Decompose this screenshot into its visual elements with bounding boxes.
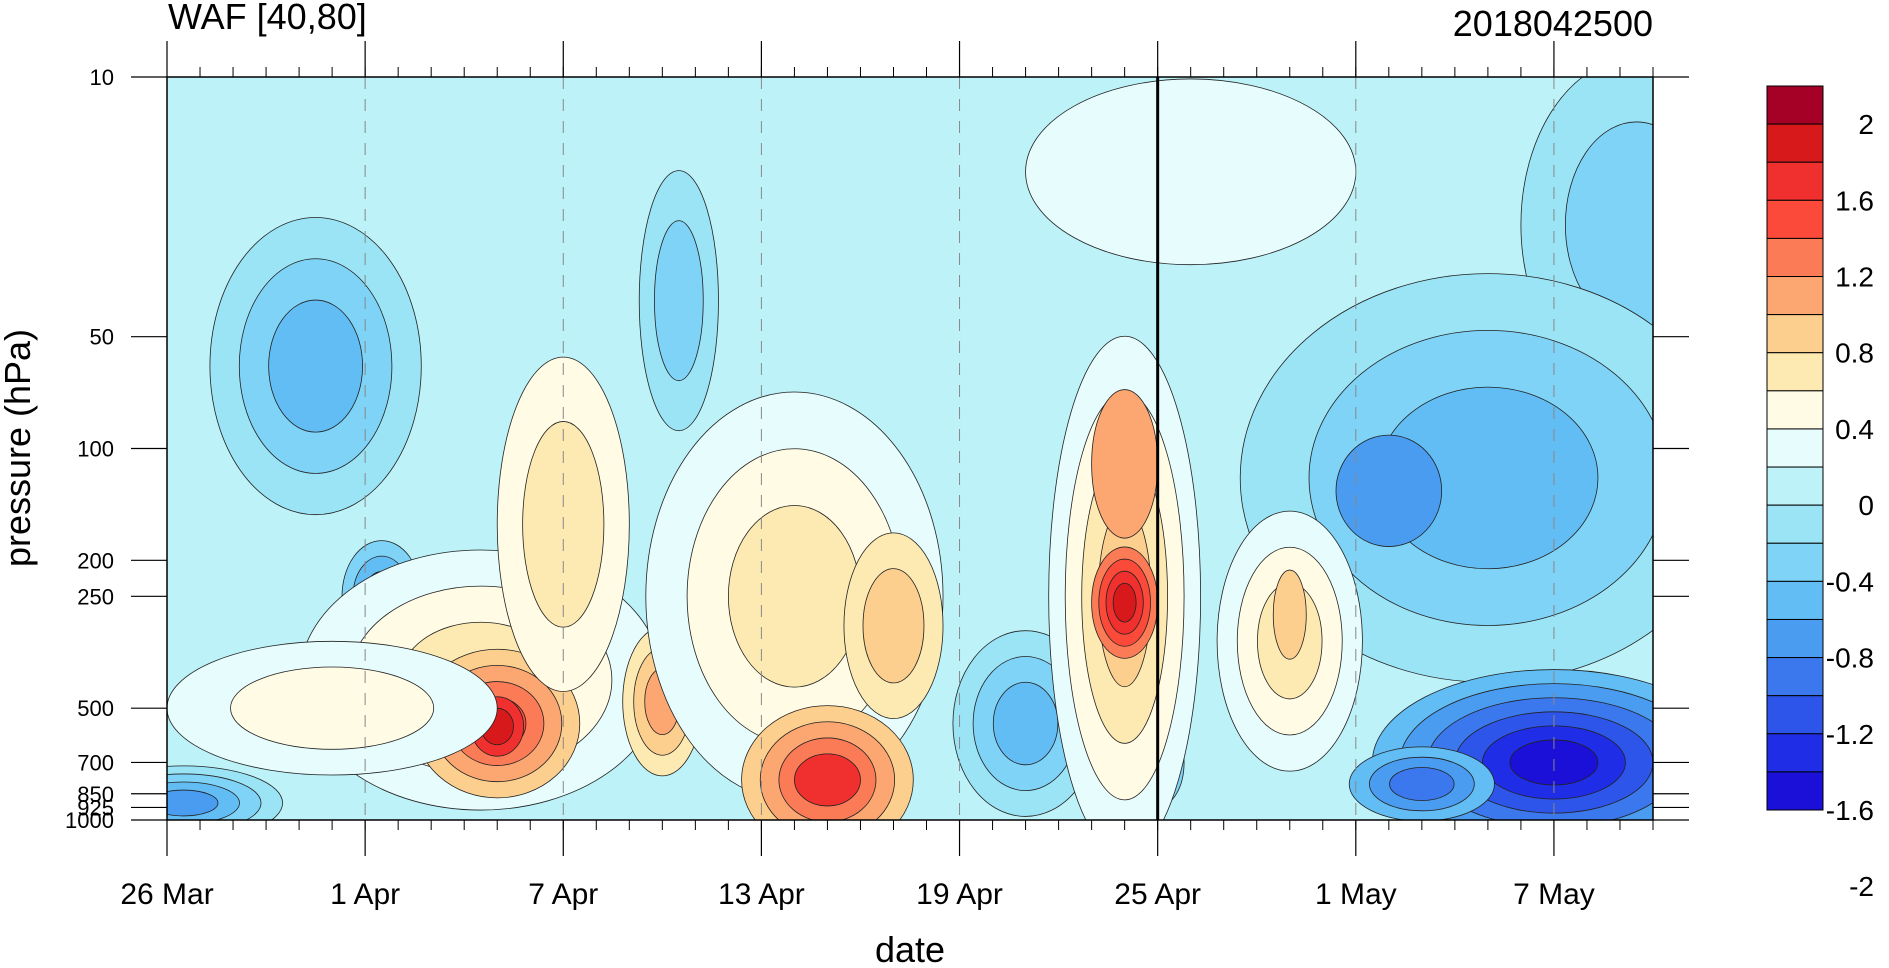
- chart-right-title: 2018042500: [1453, 3, 1653, 44]
- contour-band: [167, 789, 219, 817]
- colorbar-swatch: [1766, 618, 1824, 659]
- x-tick-label: 13 Apr: [718, 878, 805, 911]
- contour-band: [727, 505, 861, 688]
- contour-band: [1272, 569, 1307, 660]
- contour-band: [268, 299, 363, 433]
- y-tick-label: 100: [77, 437, 114, 462]
- colorbar-swatch: [1766, 771, 1824, 811]
- colorbar-swatch: [1766, 161, 1824, 201]
- colorbar-label: 0.4: [1835, 414, 1874, 445]
- y-tick-label: 1000: [65, 808, 114, 833]
- y-axis-label: pressure (hPa): [0, 329, 38, 567]
- colorbar-label: 0: [1858, 490, 1874, 521]
- colorbar-label: -1.6: [1826, 795, 1874, 826]
- colorbar-label: -1.2: [1826, 719, 1874, 750]
- colorbar-swatch: [1766, 580, 1824, 620]
- contour-band: [1025, 78, 1357, 266]
- grid-lines: [364, 77, 1555, 820]
- x-axis: 26 Mar 1 Apr 7 Apr 13 Apr 19 Apr 25 Apr 1 May 7…: [120, 41, 1654, 911]
- y-tick-label: 50: [90, 325, 114, 350]
- contour-band: [1335, 434, 1443, 547]
- x-tick-label: 1 May: [1315, 878, 1397, 911]
- y-tick-label: 200: [77, 548, 114, 573]
- colorbar-swatch: [1766, 314, 1824, 354]
- colorbar-label: -0.8: [1826, 643, 1874, 674]
- colorbar-label: -0.4: [1826, 566, 1874, 597]
- colorbar-swatch: [1766, 199, 1824, 239]
- y-tick-label: 250: [77, 584, 114, 609]
- contour-band: [1112, 582, 1137, 623]
- contour-band: [862, 568, 925, 684]
- colorbar-swatch: [1766, 276, 1824, 316]
- y-tick-label: 700: [77, 750, 114, 775]
- colorbar-swatch: [1766, 85, 1824, 125]
- colorbar-swatch: [1766, 428, 1824, 468]
- colorbar-swatch: [1766, 237, 1824, 278]
- x-tick-label: 1 Apr: [330, 878, 400, 911]
- contour-band: [1389, 767, 1455, 801]
- colorbar-swatch: [1766, 542, 1824, 582]
- y-tick-label: 925: [77, 795, 114, 820]
- colorbar-swatch: [1766, 657, 1824, 697]
- colorbar-swatch: [1766, 390, 1824, 430]
- colorbar-label: -2: [1849, 871, 1874, 902]
- contour-band: [794, 753, 861, 807]
- x-tick-label: 25 Apr: [1114, 878, 1201, 911]
- colorbar-label: 2: [1858, 109, 1874, 140]
- x-tick-label: 7 Apr: [528, 878, 598, 911]
- x-tick-label: 19 Apr: [916, 878, 1003, 911]
- contour-band: [1091, 389, 1159, 539]
- x-tick-label: 26 Mar: [120, 878, 213, 911]
- contour-band: [230, 666, 435, 750]
- colorbar-swatch: [1766, 466, 1824, 506]
- y-tick-label: 500: [77, 696, 114, 721]
- colorbar-swatch: [1766, 504, 1824, 544]
- colorbar-swatch: [1766, 733, 1824, 773]
- x-tick-label: 7 May: [1513, 878, 1595, 911]
- y-tick-label: 850: [77, 782, 114, 807]
- colorbar-label: 1.2: [1835, 262, 1874, 293]
- contour-band: [992, 681, 1059, 766]
- contour-field: [167, 77, 1653, 820]
- y-tick-label: 10: [90, 65, 114, 90]
- colorbar-swatch: [1766, 123, 1824, 163]
- colorbar-label: 1.6: [1835, 185, 1874, 216]
- colorbar-label: 0.8: [1835, 338, 1874, 369]
- colorbar-swatch: [1766, 352, 1824, 392]
- contour-band: [654, 220, 704, 382]
- x-axis-label: date: [875, 929, 945, 968]
- colorbar: 2 1.6 1.2 0.8 0.4 0 -0.4 -0.8 -1.2 -1.6 -2: [1766, 85, 1874, 902]
- colorbar-swatch: [1766, 695, 1824, 735]
- chart-title: WAF [40,80]: [168, 0, 367, 37]
